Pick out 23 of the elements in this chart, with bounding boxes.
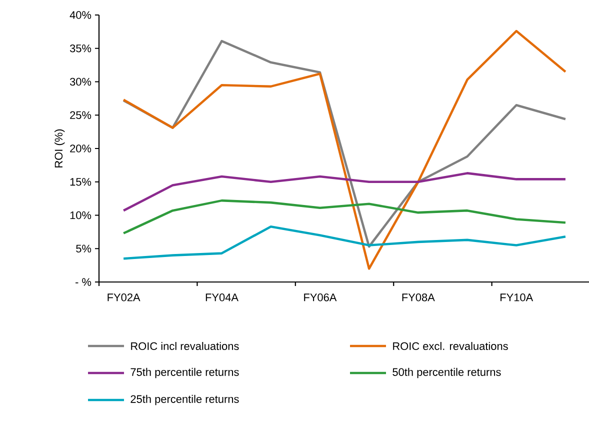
legend-label: 75th percentile returns (130, 368, 239, 378)
x-tick-label: FY08A (402, 294, 435, 302)
x-tick-label: FY02A (108, 294, 140, 302)
y-tick-label: 15% (70, 178, 92, 186)
line-series (122, 199, 567, 234)
line-series (122, 225, 567, 260)
line-series (122, 172, 567, 212)
y-axis-title: ROI (%) (54, 129, 65, 168)
y-tick-label: 35% (70, 44, 92, 52)
x-tick-label: FY10A (500, 294, 534, 302)
y-tick-label: 40% (70, 11, 92, 19)
legend-label: ROIC excl. revaluations (393, 342, 508, 350)
x-tick-label: FY06A (304, 294, 337, 302)
legend-label: 25th percentile returns (130, 394, 239, 406)
y-tick-label: 10% (70, 211, 92, 220)
y-tick-label: 30% (70, 78, 92, 86)
y-tick-label: - % (76, 278, 92, 286)
y-tick-label: 5% (76, 244, 92, 252)
y-tick-label: 20% (70, 144, 92, 152)
legend-label: ROIC incl revaluations (131, 342, 239, 350)
legend-label: 50th percentile returns (392, 368, 501, 378)
x-tick-label: FY04A (206, 294, 238, 302)
y-tick-label: 25% (70, 111, 92, 120)
